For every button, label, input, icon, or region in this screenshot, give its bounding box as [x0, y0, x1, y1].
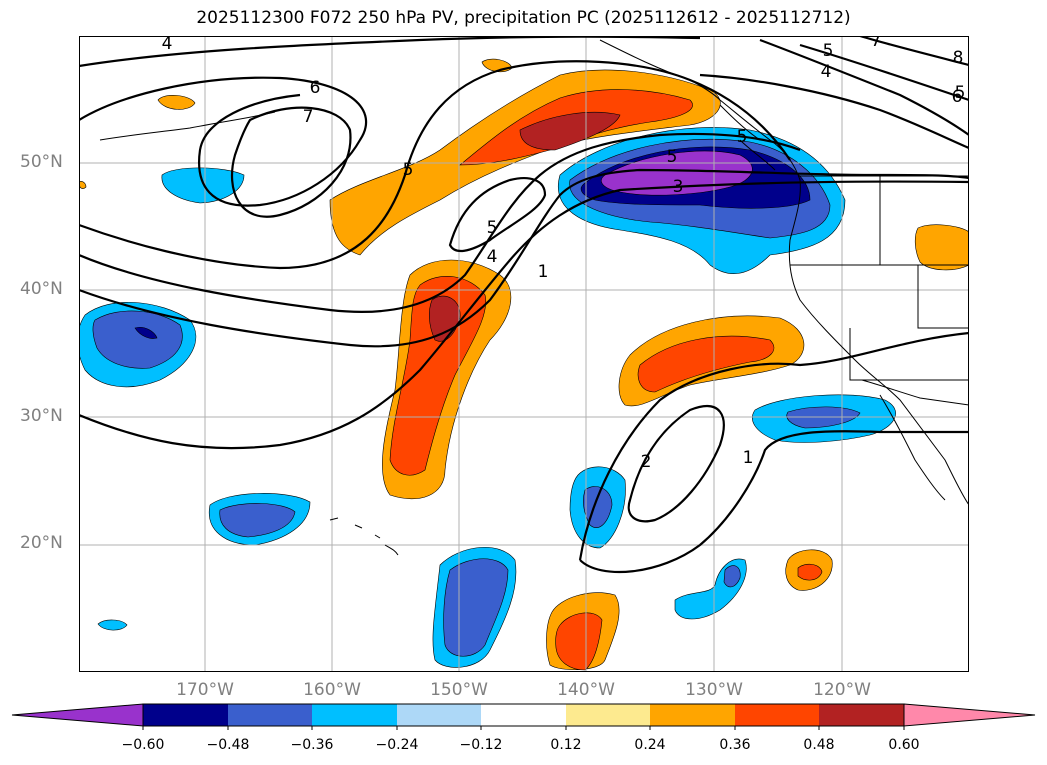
colorbar-segment: [397, 704, 481, 726]
fill-royal-hawaii-w: [219, 503, 296, 538]
contour-label: 4: [821, 62, 832, 82]
fill-sky-small-w: [97, 619, 128, 631]
precip-fills: [79, 58, 969, 671]
colorbar-segment: [735, 704, 819, 726]
colorbar-tick-label: 0.12: [550, 737, 582, 753]
colorbar-ticks: [142, 726, 905, 730]
colorbar-segment: [566, 704, 650, 726]
contour-4-ne: [699, 73, 969, 150]
contour-label: 6: [952, 87, 963, 107]
contour-label: 5: [737, 127, 748, 147]
contour-label: 5: [667, 147, 678, 167]
contour-label: 8: [953, 48, 964, 68]
contour-1-loop: [578, 331, 969, 574]
coast-alaska: [599, 39, 969, 506]
colorbar-tick-label: −0.60: [121, 737, 165, 753]
fill-redorange-cpac: [389, 276, 487, 476]
fill-royal-se: [723, 565, 741, 588]
fill-orange-edge-w: [79, 181, 87, 189]
lat-label-50n: 50°N: [20, 152, 63, 172]
colorbar-segment: [312, 704, 397, 726]
contour-5-ne: [759, 38, 969, 136]
colorbar-segment: [481, 704, 566, 726]
fill-orange-coast: [914, 224, 969, 271]
colorbar-segment: [650, 704, 735, 726]
map-panel: 4 6 7 5 5 5 5 4 1 5 3 5 4 6 7 8 2 1: [79, 36, 969, 672]
contour-label: 1: [538, 262, 549, 282]
colorbar-tick-label: −0.36: [290, 737, 334, 753]
contour-5-inner: [448, 177, 547, 253]
contour-2-loop: [627, 405, 725, 523]
contour-label: 7: [303, 107, 314, 127]
contour-label: 7: [871, 36, 882, 51]
coast-bc-islands: [719, 104, 776, 171]
border-states: [790, 176, 969, 381]
lat-label-20n: 20°N: [20, 533, 63, 553]
colorbar-outline: [142, 703, 905, 727]
lon-label-150w: 150°W: [430, 680, 488, 700]
coastlines: [99, 39, 969, 556]
contour-5-large: [79, 60, 791, 270]
colorbar-segment: [819, 704, 904, 726]
contour-6-ne: [799, 43, 969, 102]
lat-label-30n: 30°N: [20, 406, 63, 426]
map-title: 2025112300 F072 250 hPa PV, precipitatio…: [196, 8, 851, 28]
border-mexico: [861, 379, 969, 406]
contour-label: 4: [162, 36, 173, 54]
fill-orange-small-nw: [157, 95, 196, 110]
lon-label-160w: 160°W: [303, 680, 361, 700]
colorbar-tick-label: −0.24: [375, 737, 419, 753]
fill-royal-south: [443, 558, 509, 657]
lon-label-140w: 140°W: [557, 680, 615, 700]
contour-label: 5: [823, 41, 834, 61]
colorbar-tick-label: 0.60: [888, 737, 920, 753]
contour-7-ne: [859, 36, 969, 67]
contour-1-mid: [79, 168, 969, 348]
colorbar-tick-label: 0.48: [803, 737, 835, 753]
contour-label: 6: [310, 78, 321, 98]
contour-label: 5: [403, 160, 414, 180]
hawaii-islands: [329, 517, 399, 556]
contour-1-low: [79, 180, 969, 450]
contour-label: 4: [487, 247, 498, 267]
contour-label: 2: [641, 452, 652, 472]
colorbar-extend-high: [903, 703, 1036, 727]
contour-7-nw: [230, 106, 352, 218]
colorbar-tick-label: −0.48: [206, 737, 250, 753]
contour-label: 5: [955, 83, 966, 103]
fill-redorange-ne-small: [797, 563, 823, 581]
colorbar-segment: [228, 704, 312, 726]
colorbar-tick-label: 0.36: [719, 737, 751, 753]
colorbar-tick-label: 0.24: [634, 737, 666, 753]
contour-label: 3: [673, 177, 684, 197]
contour-6-nw: [79, 76, 368, 207]
colorbar: [11, 703, 1036, 730]
colorbar-tick-label: −0.12: [459, 737, 503, 753]
map-svg: 4 6 7 5 5 5 5 4 1 5 3 5 4 6 7 8 2 1: [79, 36, 969, 672]
gridlines: [79, 36, 969, 672]
fill-firebrick-nepac: [519, 111, 621, 151]
coast-baja: [879, 394, 946, 501]
fill-sky-nw-small: [161, 167, 245, 204]
contour-labels: 4 6 7 5 5 5 5 4 1 5 3 5 4 6 7 8 2 1: [162, 36, 966, 472]
colorbar-extend-low: [11, 703, 144, 727]
lat-label-40n: 40°N: [20, 279, 63, 299]
contour-label: 1: [743, 448, 754, 468]
fill-navy-wpac: [134, 327, 158, 339]
lon-label-170w: 170°W: [176, 680, 234, 700]
colorbar-segment: [143, 704, 228, 726]
contour-4-mid: [79, 132, 801, 314]
lon-label-120w: 120°W: [813, 680, 871, 700]
fill-redorange-south: [555, 612, 603, 671]
lon-label-130w: 130°W: [685, 680, 743, 700]
coast-aleutians: [99, 111, 276, 141]
contour-label: 5: [487, 218, 498, 238]
fill-redorange-subtrop: [637, 335, 775, 393]
